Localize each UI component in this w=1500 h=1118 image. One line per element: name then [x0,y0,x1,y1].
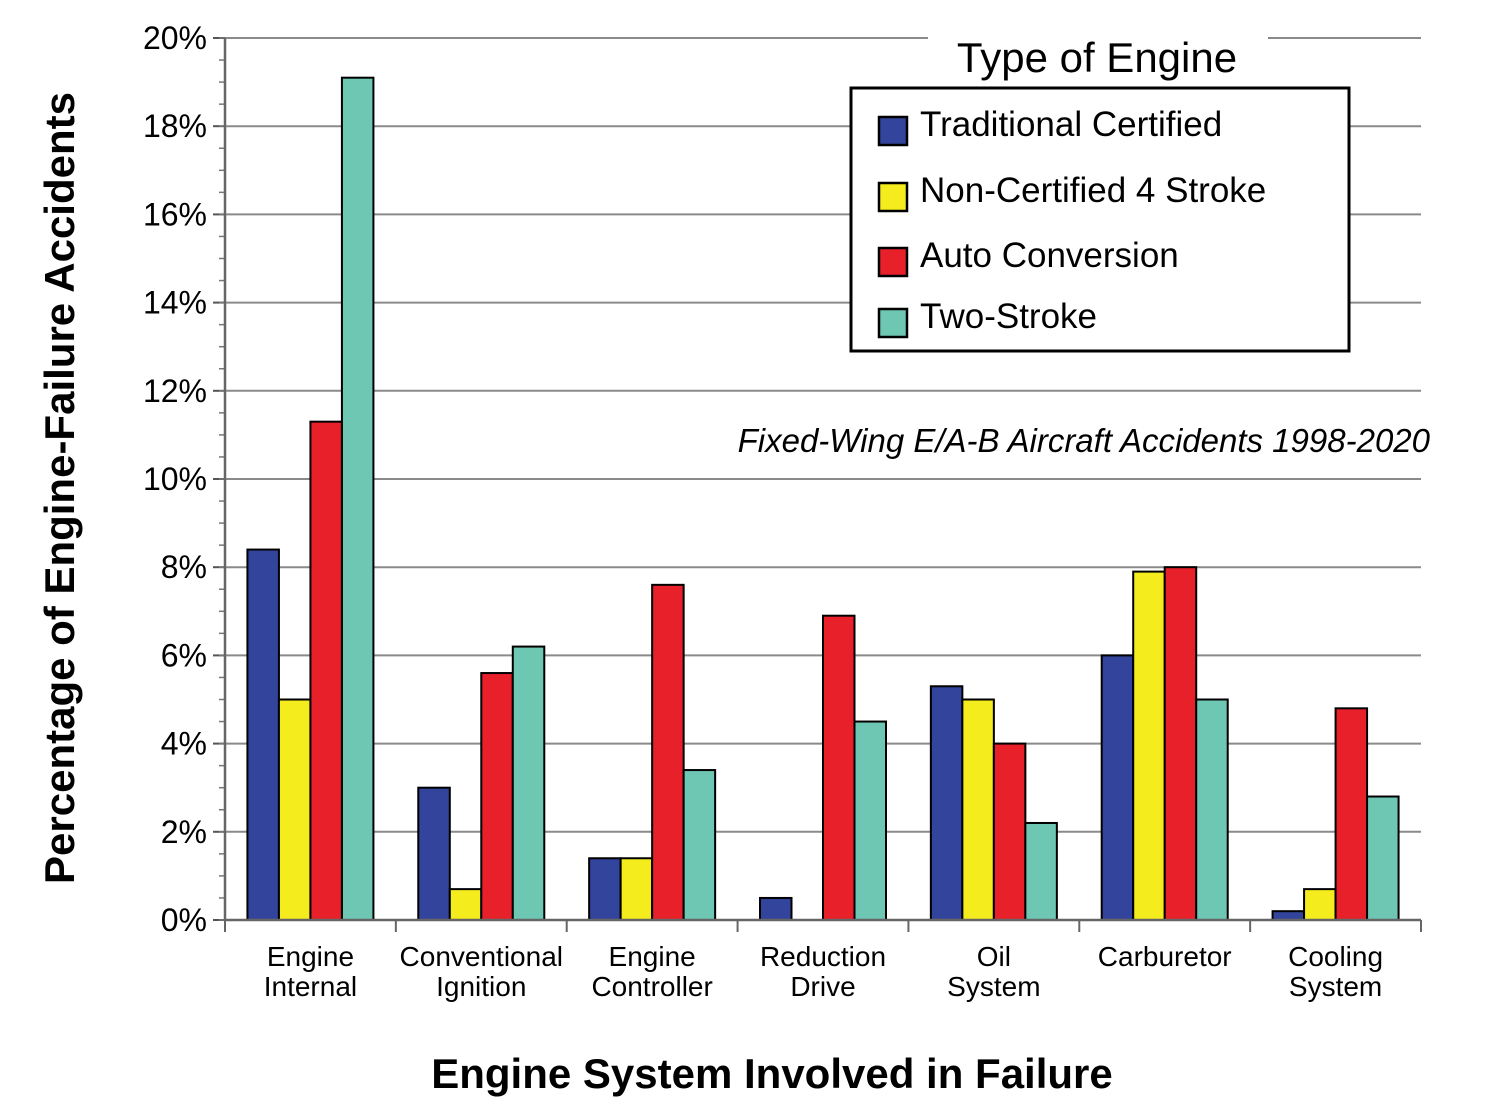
bar [1271,910,1306,921]
legend-box [849,86,1351,353]
x-tick-label: Engine Internal [264,941,357,1002]
x-tick-label: Conventional Ignition [400,941,563,1002]
legend: Type of Engine Traditional Certified Non-… [849,34,1351,353]
bar [1195,698,1229,921]
bar [246,548,280,921]
bar [588,857,622,922]
bar [309,420,343,921]
y-tick-label: 6% [161,637,207,673]
x-axis-title: Engine System Involved in Failure [431,1050,1113,1097]
bar [417,786,451,922]
bar [1303,888,1337,922]
x-tick-label: Cooling System [1288,941,1383,1002]
legend-label: Traditional Certified [920,105,1222,144]
legend-swatch [877,246,909,278]
bar [961,698,995,921]
y-tick-label: 12% [143,373,207,409]
x-tick-label: Carburetor [1098,941,1232,972]
bar [340,76,375,921]
chart-annotation: Fixed-Wing E/A-B Aircraft Accidents 1998… [738,422,1431,459]
bar [1334,707,1369,921]
y-tick-label: 2% [161,814,207,850]
legend-swatch [877,115,909,147]
legend-label: Two-Stroke [920,297,1097,336]
bar [480,672,514,921]
bar [448,888,483,922]
y-tick-label: 4% [161,726,207,762]
bar [992,742,1027,921]
bar [822,614,856,922]
y-axis-title: Percentage of Engine-Failure Accidents [36,92,83,884]
bar [1163,566,1198,921]
legend-label: Auto Conversion [920,236,1179,275]
legend-label: Non-Certified 4 Stroke [920,171,1266,210]
legend-title: Type of Engine [957,34,1237,81]
bar [759,896,793,922]
y-tick-label: 18% [143,108,207,144]
legend-swatch [877,307,909,339]
bar [277,698,312,921]
bar [651,583,685,922]
y-tick-label: 8% [161,549,207,585]
y-tick-label: 20% [143,20,207,56]
x-tick-label: Oil System [947,941,1040,1002]
x-tick-label: Engine Controller [591,941,712,1002]
y-tick-label: 0% [161,902,207,938]
bar [929,685,964,922]
legend-swatch [877,181,909,213]
bar [511,645,546,922]
y-tick-label: 10% [143,461,207,497]
bar [682,769,717,921]
bar [1100,654,1135,922]
legend-items: Traditional Certified Non-Certified 4 Str… [877,105,1266,339]
y-tick-label: 14% [143,285,207,321]
x-tick-label: Reduction Drive [760,941,886,1002]
x-category-labels: Engine Internal Conventional Ignition Engine… [264,941,1383,1002]
bar [1024,821,1058,921]
bar [1366,795,1400,922]
bar [1132,570,1166,921]
y-tick-labels: 0% 2% 4% 6% 8% 10% 12% 14% 16% 18% 20% [143,20,207,938]
legend-title-background [928,36,1268,84]
bar [619,857,654,922]
axes [213,37,1422,932]
bar [853,720,887,921]
y-tick-label: 16% [143,196,207,232]
